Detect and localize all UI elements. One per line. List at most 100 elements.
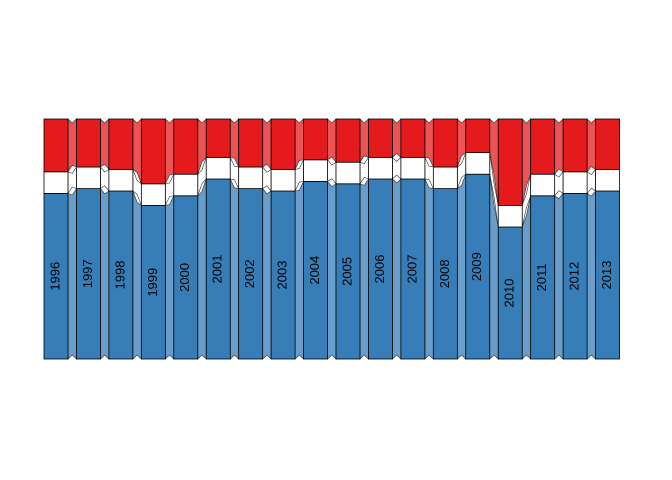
bar-segment: [368, 156, 393, 180]
bar-segment: [335, 183, 361, 360]
flow: [554, 118, 564, 176]
bar-segment: [368, 178, 393, 360]
bar-segment: [595, 190, 620, 360]
flow: [132, 190, 142, 360]
flow: [262, 187, 272, 360]
bar-segment: [140, 183, 166, 206]
flow: [262, 118, 272, 171]
flow: [327, 180, 337, 360]
bar-segment: [530, 118, 556, 175]
flow: [165, 118, 175, 184]
bar-segment: [432, 188, 458, 360]
x-tick-label: 2013: [599, 261, 614, 290]
flow: [554, 192, 564, 360]
bar-segment: [238, 188, 264, 360]
bar-segment: [238, 166, 264, 190]
bar-segment: [562, 171, 588, 194]
flow: [392, 118, 402, 159]
bar-segment: [173, 173, 199, 197]
flow: [165, 195, 175, 360]
flow: [392, 178, 402, 360]
x-tick-label: 2004: [307, 256, 322, 285]
bar-segment: [400, 156, 426, 180]
flow: [359, 118, 369, 164]
x-tick-label: 2006: [372, 255, 387, 284]
bar-segment: [238, 118, 264, 168]
bar-segment: [43, 118, 69, 173]
flow: [197, 178, 207, 360]
flow: [229, 178, 239, 360]
flow: [586, 168, 596, 195]
x-tick-label: 2007: [404, 255, 419, 284]
flow: [586, 118, 596, 173]
x-tick-label: 2011: [534, 263, 549, 291]
bar-segment: [270, 190, 296, 360]
bar-segment: [303, 118, 328, 161]
flow: [327, 118, 337, 164]
x-tick-label: 2002: [242, 259, 257, 288]
flow: [67, 166, 77, 195]
bar-segment: [108, 118, 134, 170]
flow: [457, 174, 467, 360]
flow: [100, 166, 110, 192]
bar-segment: [140, 118, 166, 185]
x-tick-label: 2001: [210, 255, 225, 284]
x-tick-label: 2010: [502, 279, 517, 308]
bar-segment: [43, 171, 69, 194]
bar-segment: [432, 166, 458, 190]
x-tick-label: 2000: [177, 263, 192, 292]
flow: [586, 190, 596, 360]
bar-segment: [400, 118, 426, 158]
bar-segment: [497, 118, 523, 206]
x-tick-label: 1998: [112, 261, 127, 290]
bar-segment: [76, 188, 101, 360]
x-tick-label: 2012: [567, 262, 582, 291]
flow: [359, 178, 369, 360]
bar-segment: [303, 180, 328, 360]
bar-segment: [205, 118, 231, 158]
bar-segment: [595, 168, 620, 192]
flow: [67, 187, 77, 360]
bar-segment: [108, 190, 134, 360]
bar-segment: [432, 118, 458, 168]
bar-segment: [335, 161, 361, 185]
x-tick-label: 2008: [437, 259, 452, 288]
bar-segment: [497, 204, 523, 228]
flow: [100, 118, 110, 171]
bar-segment: [173, 195, 199, 360]
bar-segment: [173, 118, 199, 175]
bar-segment: [43, 192, 69, 360]
flow: [392, 156, 402, 180]
flow: [262, 166, 272, 192]
x-tick-label: 2009: [469, 252, 484, 281]
bar-segment: [368, 118, 393, 158]
bar-segment: [562, 192, 588, 360]
bar-segment: [562, 118, 588, 173]
bar-segment: [497, 226, 523, 360]
flow: [294, 181, 304, 360]
x-tick-label: 1999: [145, 268, 160, 297]
bar-segment: [205, 156, 231, 180]
bar-segment: [270, 168, 296, 192]
x-tick-label: 2003: [275, 261, 290, 290]
bar-segment: [205, 178, 231, 360]
bar-segment: [465, 118, 491, 153]
x-tick-label: 1996: [47, 262, 62, 291]
bar-segment: [530, 195, 556, 360]
flow: [67, 118, 77, 173]
flow: [359, 156, 369, 185]
bar-segment: [270, 118, 296, 170]
x-tick-label: 2005: [339, 257, 354, 286]
flow: [100, 187, 110, 360]
bar-segment: [530, 173, 556, 197]
bar-segment: [76, 166, 101, 190]
bar-segment: [335, 118, 361, 163]
bar-segment: [465, 173, 491, 360]
flow: [424, 178, 434, 360]
bar-segment: [108, 168, 134, 192]
bar-segment: [76, 118, 101, 168]
bar-segment: [303, 159, 328, 182]
bar-segment: [595, 118, 620, 170]
x-tick-label: 1997: [80, 259, 95, 288]
